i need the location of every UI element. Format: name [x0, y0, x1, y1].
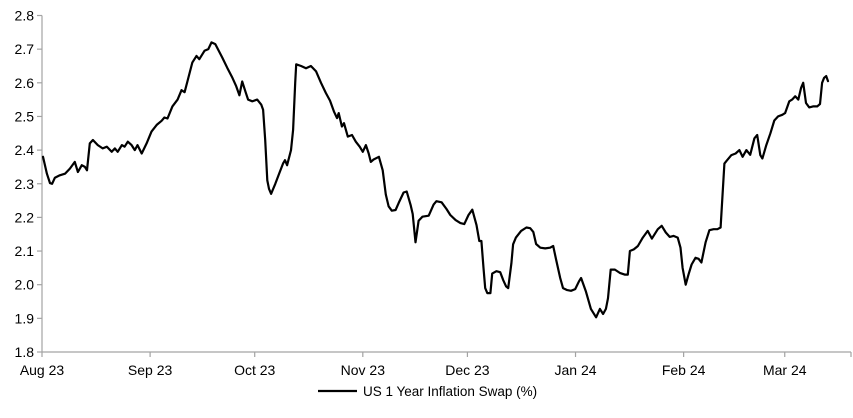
- y-tick-label: 2.3: [15, 176, 35, 192]
- x-tick-label: Oct 23: [234, 362, 275, 378]
- y-axis-ticks: 2.8 2.7 2.6 2.5 2.4 2.3 2.2 2.1 2.0 1.9 1.8: [15, 8, 42, 360]
- x-tick-label: Mar 24: [763, 362, 807, 378]
- y-tick-label: 2.5: [15, 108, 35, 124]
- series-line-us-1y-inflation-swap: [41, 41, 830, 319]
- x-tick-label: Jan 24: [554, 362, 596, 378]
- x-tick-label: Feb 24: [662, 362, 706, 378]
- axes: [41, 15, 851, 353]
- y-tick-label: 1.9: [15, 310, 35, 326]
- y-tick-label: 1.8: [15, 344, 35, 360]
- legend: US 1 Year Inflation Swap (%): [318, 384, 537, 399]
- legend-label: US 1 Year Inflation Swap (%): [363, 384, 537, 399]
- x-axis-ticks: Aug 23 Sep 23 Oct 23 Nov 23 Dec 23 Jan 24 Feb …: [20, 352, 852, 378]
- y-tick-label: 2.4: [15, 142, 35, 158]
- y-tick-label: 2.1: [15, 243, 35, 259]
- x-tick-label: Dec 23: [445, 362, 490, 378]
- y-tick-label: 2.6: [15, 75, 35, 91]
- y-tick-label: 2.7: [15, 41, 35, 57]
- x-tick-label: Nov 23: [341, 362, 386, 378]
- x-tick-label: Aug 23: [20, 362, 65, 378]
- y-tick-label: 2.8: [15, 8, 35, 24]
- x-tick-label: Sep 23: [128, 362, 173, 378]
- y-tick-label: 2.0: [15, 277, 35, 293]
- y-tick-label: 2.2: [15, 209, 35, 225]
